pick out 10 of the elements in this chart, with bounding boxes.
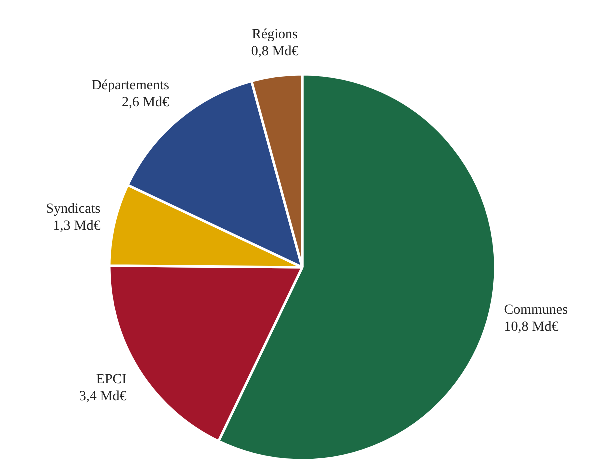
data-label: 1,3 Md€ xyxy=(53,218,101,234)
data-label: 3,4 Md€ xyxy=(79,389,127,404)
data-label: 0,8 Md€ xyxy=(251,44,299,60)
slice-label: Communes xyxy=(504,303,568,318)
data-label: 2,6 Md€ xyxy=(122,96,170,111)
slice-label: Régions xyxy=(252,28,298,43)
slice-label: EPCI xyxy=(96,372,128,388)
slice-label: Syndicats xyxy=(46,202,101,217)
slice-label: Départements xyxy=(92,78,170,94)
data-label: 10,8 Md€ xyxy=(504,320,559,336)
